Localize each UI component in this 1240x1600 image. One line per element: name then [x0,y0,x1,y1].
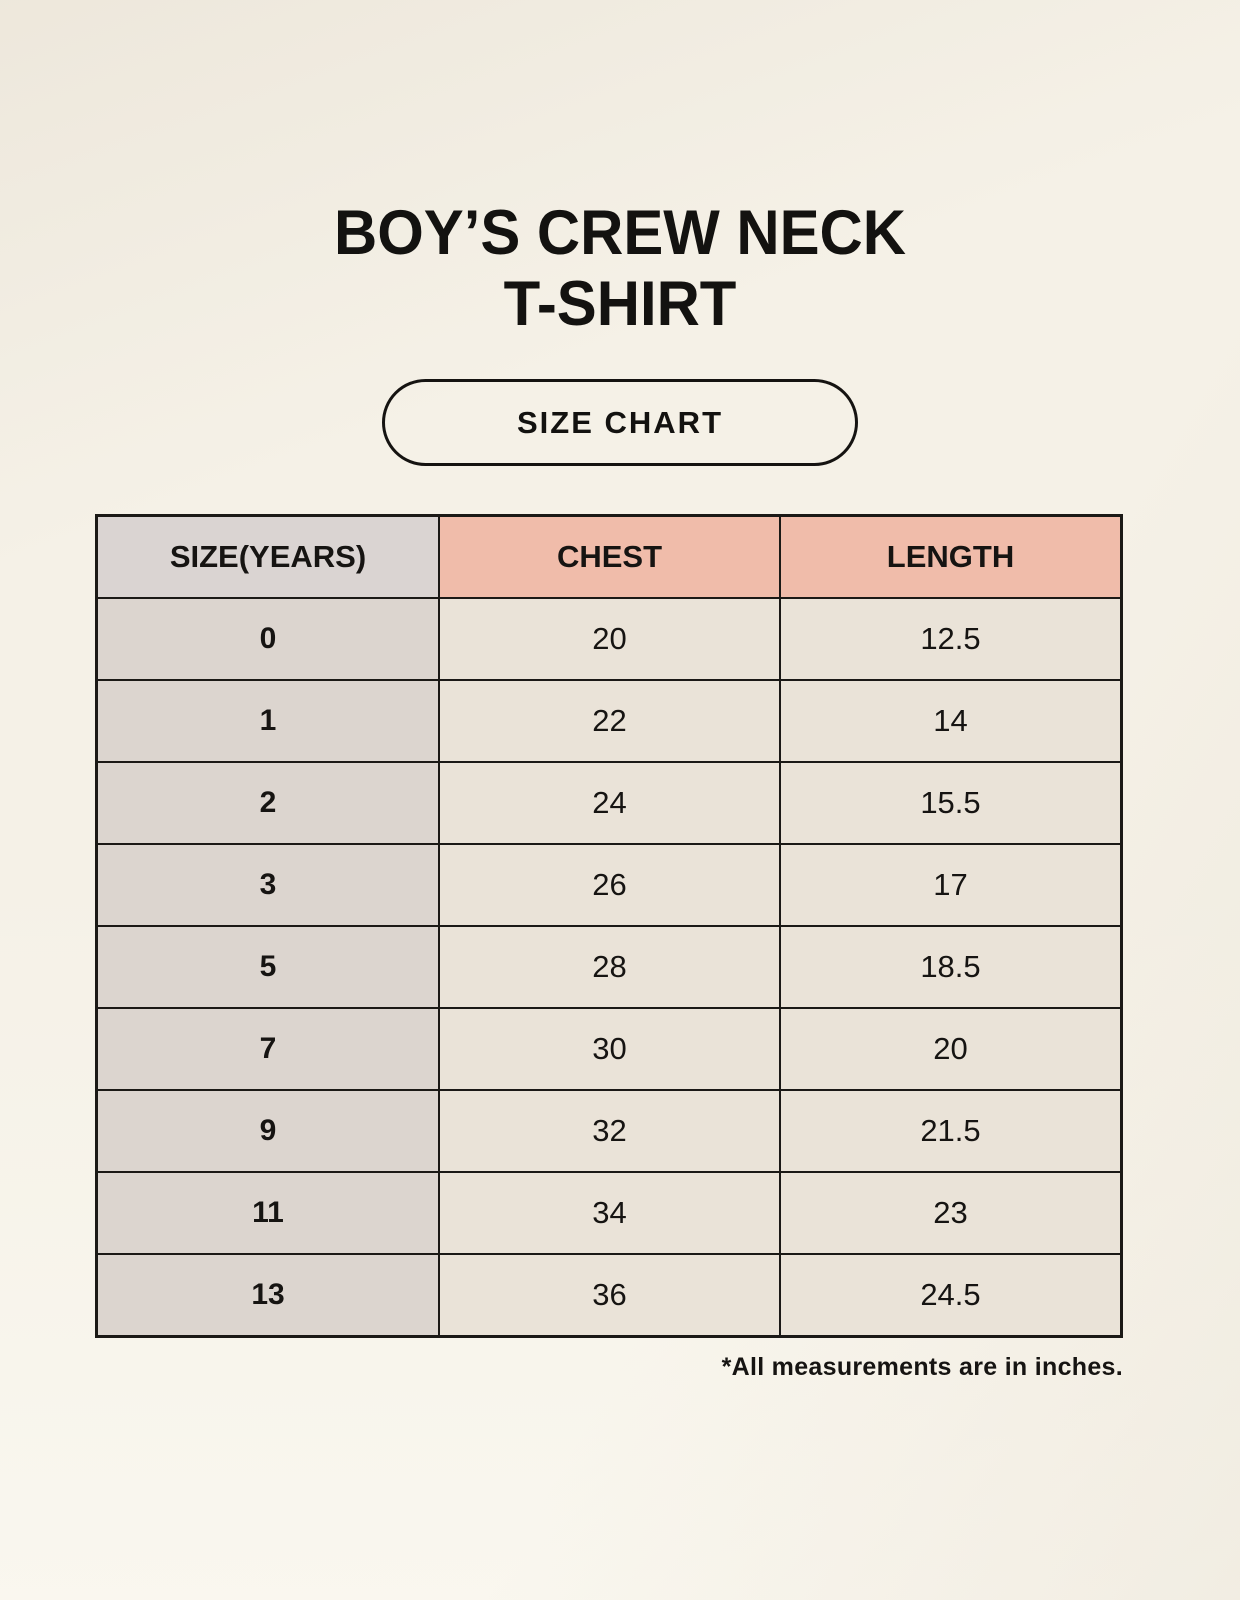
size-chart-table: SIZE(YEARS) CHEST LENGTH 0 20 12.5 1 22 14 2 24… [95,514,1123,1339]
size-cell: 9 [95,1089,440,1174]
size-chart-badge: SIZE CHART [382,379,858,467]
badge-wrap: SIZE CHART [0,379,1240,467]
size-cell: 2 [95,761,440,846]
footnote: *All measurements are in inches. [721,1353,1123,1382]
table-row: 0 20 12.5 [95,597,1123,682]
header-row: SIZE(YEARS) CHEST LENGTH [95,514,1123,600]
length-cell: 18.5 [778,925,1123,1010]
header-length: LENGTH [778,514,1123,600]
size-cell: 13 [95,1253,440,1338]
header-chest: CHEST [438,514,781,600]
table-row: 11 34 23 [95,1171,1123,1256]
chest-cell: 26 [438,843,781,928]
chest-cell: 32 [438,1089,781,1174]
chest-cell: 28 [438,925,781,1010]
chest-cell: 22 [438,679,781,764]
table-row: 3 26 17 [95,843,1123,928]
header-size-years: SIZE(YEARS) [95,514,440,600]
page-title-line2: T-SHIRT [503,268,737,339]
length-cell: 14 [778,679,1123,764]
length-cell: 17 [778,843,1123,928]
length-cell: 12.5 [778,597,1123,682]
length-cell: 15.5 [778,761,1123,846]
table-row: 13 36 24.5 [95,1253,1123,1338]
table-body: 0 20 12.5 1 22 14 2 24 15.5 3 26 17 5 28 18.5 7 30 20 9 32 2… [95,597,1123,1338]
chest-cell: 20 [438,597,781,682]
page-title: BOY’S CREW NECK T-SHIRT [31,198,1209,339]
chest-cell: 36 [438,1253,781,1338]
size-cell: 11 [95,1171,440,1256]
size-cell: 1 [95,679,440,764]
chest-cell: 34 [438,1171,781,1256]
page-title-line1: BOY’S CREW NECK [334,198,906,268]
size-cell: 7 [95,1007,440,1092]
length-cell: 21.5 [778,1089,1123,1174]
chest-cell: 24 [438,761,781,846]
table-row: 1 22 14 [95,679,1123,764]
table-wrap: SIZE(YEARS) CHEST LENGTH 0 20 12.5 1 22 14 2 24… [95,514,1123,1382]
length-cell: 23 [778,1171,1123,1256]
table-row: 2 24 15.5 [95,761,1123,846]
size-cell: 0 [95,597,440,682]
chest-cell: 30 [438,1007,781,1092]
table-row: 9 32 21.5 [95,1089,1123,1174]
table-row: 7 30 20 [95,1007,1123,1092]
table-row: 5 28 18.5 [95,925,1123,1010]
size-cell: 3 [95,843,440,928]
size-cell: 5 [95,925,440,1010]
length-cell: 20 [778,1007,1123,1092]
length-cell: 24.5 [778,1253,1123,1338]
